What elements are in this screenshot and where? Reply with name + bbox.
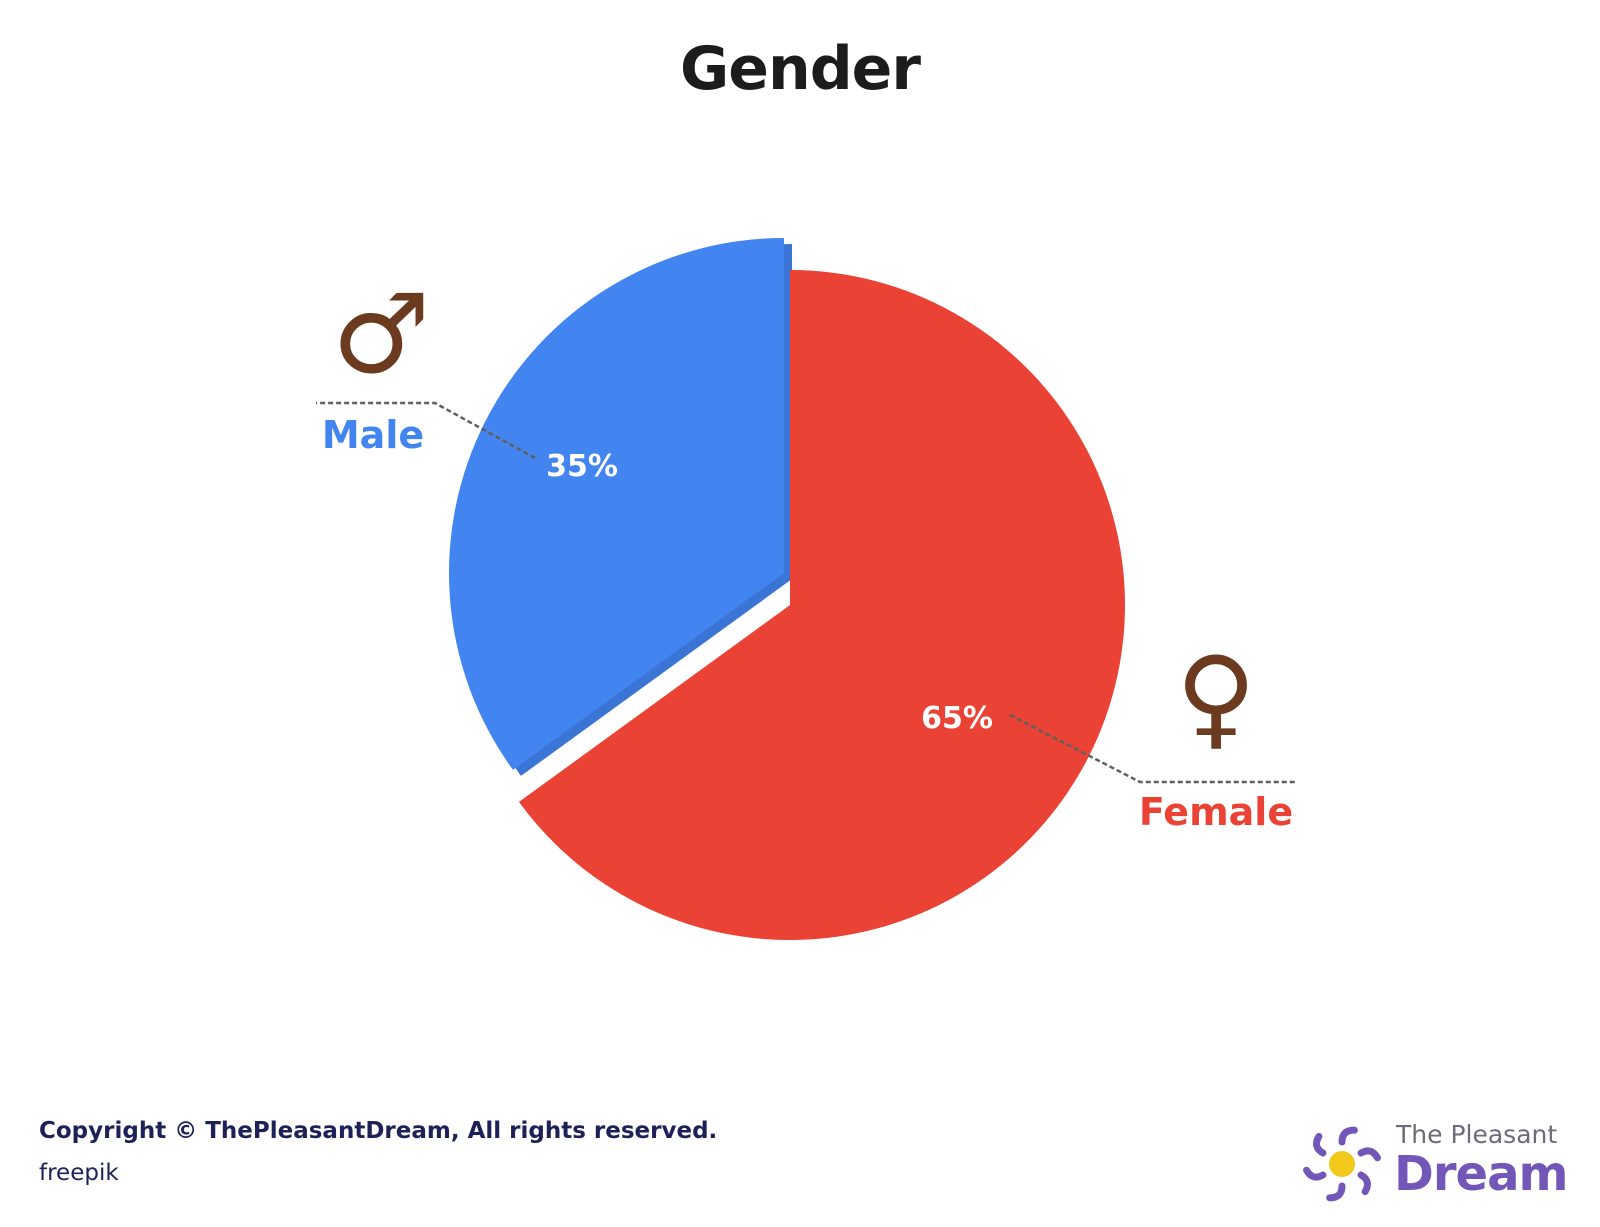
leader-line-female bbox=[1009, 713, 1296, 784]
slice-name-male: Male bbox=[322, 413, 424, 457]
leader-line-male bbox=[316, 401, 536, 460]
female-symbol-icon: ♀ bbox=[1176, 633, 1257, 761]
pie-slice-male bbox=[449, 238, 784, 770]
brand-logo: The Pleasant Dream bbox=[1300, 1118, 1590, 1208]
brand-name-line1: The Pleasant bbox=[1396, 1120, 1558, 1149]
footer-credit: freepik bbox=[39, 1160, 119, 1186]
male-symbol-icon: ♂ bbox=[332, 270, 431, 398]
data-label-male: 35% bbox=[546, 449, 618, 484]
footer-copyright: Copyright © ThePleasantDream, All rights… bbox=[39, 1118, 718, 1144]
sun-burst-icon bbox=[1303, 1126, 1381, 1202]
data-label-female: 65% bbox=[921, 701, 993, 736]
pie-slices bbox=[449, 238, 1125, 941]
pie-labels: 35% Male ♂ 65% Female ♀ bbox=[316, 270, 1296, 834]
brand-name-line2: Dream bbox=[1394, 1146, 1568, 1202]
pie-slice-female bbox=[518, 270, 1125, 941]
slice-name-female: Female bbox=[1139, 790, 1293, 834]
chart-title: Gender bbox=[680, 34, 921, 104]
